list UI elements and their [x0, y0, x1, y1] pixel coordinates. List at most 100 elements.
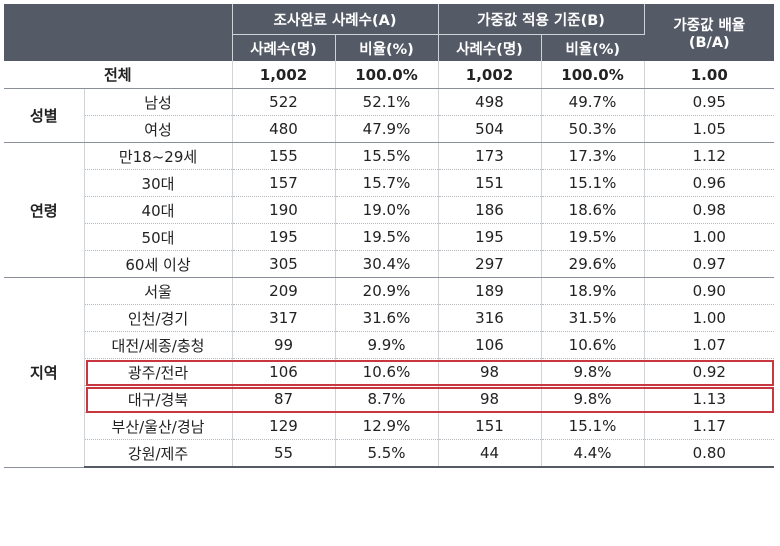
- cell-b-count: 151: [438, 412, 542, 440]
- table-row: 인천/경기 317 31.6% 316 31.5% 1.00: [4, 304, 775, 332]
- row-label: 만18~29세: [84, 142, 233, 170]
- cell-b-count: 151: [438, 169, 542, 197]
- cell-a-percent: 5.5%: [335, 439, 439, 468]
- cell-b-percent: 49.7%: [541, 88, 645, 116]
- cell-b-count: 186: [438, 196, 542, 224]
- cell-ratio: 1.12: [644, 142, 775, 170]
- table-row: 광주/전라 106 10.6% 98 9.8% 0.92: [4, 358, 775, 386]
- row-label: 강원/제주: [84, 439, 233, 468]
- row-label: 대구/경북: [84, 385, 233, 413]
- table-row: 60세 이상 305 30.4% 297 29.6% 0.97: [4, 250, 775, 278]
- total-a-count: 1,002: [232, 61, 336, 89]
- weighting-table: 조사완료 사례수(A) 가중값 적용 기준(B) 가중값 배율 (B/A) 사례…: [4, 4, 775, 468]
- row-label: 서울: [84, 277, 233, 305]
- cell-a-count: 157: [232, 169, 336, 197]
- cell-b-percent: 4.4%: [541, 439, 645, 468]
- cell-a-count: 87: [232, 385, 336, 413]
- cell-b-count: 498: [438, 88, 542, 116]
- cell-a-percent: 15.7%: [335, 169, 439, 197]
- header-ratio-title: 가중값 배율: [673, 18, 746, 34]
- header-b-percent: 비율(%): [541, 34, 645, 61]
- row-label: 부산/울산/경남: [84, 412, 233, 440]
- row-label: 대전/세종/충청: [84, 331, 233, 359]
- cell-b-percent: 29.6%: [541, 250, 645, 278]
- cell-a-count: 190: [232, 196, 336, 224]
- cell-ratio: 0.97: [644, 250, 775, 278]
- row-label: 50대: [84, 223, 233, 251]
- cell-ratio: 0.98: [644, 196, 775, 224]
- table-row: 여성 480 47.9% 504 50.3% 1.05: [4, 115, 775, 143]
- total-b-count: 1,002: [438, 61, 542, 89]
- cell-b-percent: 18.9%: [541, 277, 645, 305]
- cell-a-count: 522: [232, 88, 336, 116]
- row-label: 여성: [84, 115, 233, 143]
- cell-b-count: 195: [438, 223, 542, 251]
- table-row: 40대 190 19.0% 186 18.6% 0.98: [4, 196, 775, 224]
- cell-b-count: 297: [438, 250, 542, 278]
- header-ratio: 가중값 배율 (B/A): [644, 4, 775, 61]
- group-label: 지역: [4, 277, 85, 468]
- cell-ratio: 0.92: [644, 358, 775, 386]
- cell-b-count: 106: [438, 331, 542, 359]
- cell-b-percent: 9.8%: [541, 358, 645, 386]
- cell-a-count: 305: [232, 250, 336, 278]
- table-row: 50대 195 19.5% 195 19.5% 1.00: [4, 223, 775, 251]
- cell-a-count: 317: [232, 304, 336, 332]
- row-label: 30대: [84, 169, 233, 197]
- cell-b-count: 44: [438, 439, 542, 468]
- cell-b-percent: 15.1%: [541, 412, 645, 440]
- cell-b-percent: 10.6%: [541, 331, 645, 359]
- table-row: 성별 남성 522 52.1% 498 49.7% 0.95: [4, 88, 775, 143]
- row-label: 60세 이상: [84, 250, 233, 278]
- header-blank: [4, 4, 233, 61]
- cell-ratio: 1.00: [644, 304, 775, 332]
- cell-b-count: 98: [438, 385, 542, 413]
- cell-a-count: 129: [232, 412, 336, 440]
- table-row: 대전/세종/충청 99 9.9% 106 10.6% 1.07: [4, 331, 775, 359]
- header-ratio-sub: (B/A): [688, 35, 730, 51]
- cell-b-count: 189: [438, 277, 542, 305]
- cell-b-count: 98: [438, 358, 542, 386]
- cell-b-percent: 9.8%: [541, 385, 645, 413]
- cell-b-percent: 17.3%: [541, 142, 645, 170]
- cell-a-count: 195: [232, 223, 336, 251]
- total-ratio: 1.00: [644, 61, 775, 89]
- table-row: 연령 만18~29세 155 15.5% 173 17.3% 1.12: [4, 142, 775, 278]
- cell-a-count: 99: [232, 331, 336, 359]
- cell-b-count: 316: [438, 304, 542, 332]
- cell-a-count: 480: [232, 115, 336, 143]
- group-label: 연령: [4, 142, 85, 278]
- cell-ratio: 0.95: [644, 88, 775, 116]
- cell-a-percent: 52.1%: [335, 88, 439, 116]
- cell-a-count: 106: [232, 358, 336, 386]
- cell-ratio: 0.96: [644, 169, 775, 197]
- row-label: 인천/경기: [84, 304, 233, 332]
- cell-a-percent: 10.6%: [335, 358, 439, 386]
- total-a-percent: 100.0%: [335, 61, 439, 89]
- cell-a-percent: 12.9%: [335, 412, 439, 440]
- table-row: 대구/경북 87 8.7% 98 9.8% 1.13: [4, 385, 775, 413]
- cell-b-percent: 31.5%: [541, 304, 645, 332]
- cell-ratio: 1.05: [644, 115, 775, 143]
- cell-a-percent: 9.9%: [335, 331, 439, 359]
- cell-a-percent: 15.5%: [335, 142, 439, 170]
- cell-a-count: 155: [232, 142, 336, 170]
- header-group-b: 가중값 적용 기준(B): [438, 4, 645, 35]
- cell-a-percent: 8.7%: [335, 385, 439, 413]
- cell-ratio: 1.13: [644, 385, 775, 413]
- cell-a-percent: 20.9%: [335, 277, 439, 305]
- cell-a-percent: 19.5%: [335, 223, 439, 251]
- cell-a-count: 55: [232, 439, 336, 468]
- cell-a-percent: 19.0%: [335, 196, 439, 224]
- cell-ratio: 1.17: [644, 412, 775, 440]
- cell-b-count: 504: [438, 115, 542, 143]
- total-row: 전체 1,002 100.0% 1,002 100.0% 1.00: [4, 61, 775, 89]
- table-row: 강원/제주 55 5.5% 44 4.4% 0.80: [4, 439, 775, 468]
- cell-b-count: 173: [438, 142, 542, 170]
- cell-a-count: 209: [232, 277, 336, 305]
- table-row: 지역 서울 209 20.9% 189 18.9% 0.90: [4, 277, 775, 468]
- header-a-count: 사례수(명): [232, 34, 336, 61]
- header-a-percent: 비율(%): [335, 34, 439, 61]
- cell-ratio: 1.07: [644, 331, 775, 359]
- header-group-a: 조사완료 사례수(A): [232, 4, 439, 35]
